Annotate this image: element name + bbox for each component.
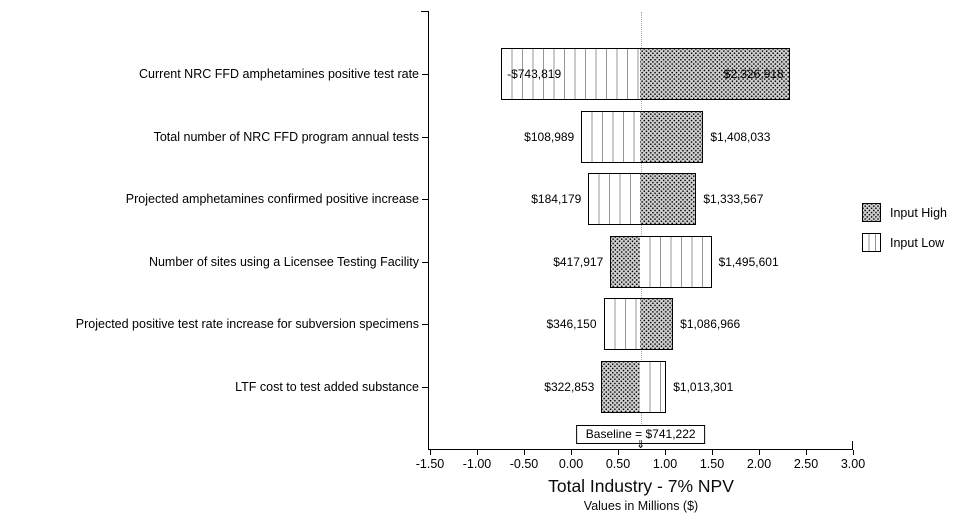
x-axis-tick <box>477 450 478 455</box>
y-axis <box>428 11 429 449</box>
x-axis-tick <box>665 450 666 455</box>
bar-high-value-label: $1,495,601 <box>718 254 779 269</box>
bar-high-segment <box>640 299 673 349</box>
category-label: Total number of NRC FFD program annual t… <box>153 129 419 144</box>
bar-low-value-label: $417,917 <box>553 254 604 269</box>
x-axis-tick <box>853 450 854 455</box>
bar-low-segment <box>604 299 641 349</box>
legend-item-input-low: Input Low <box>862 233 947 252</box>
bar-low-value-label: $346,150 <box>546 317 597 331</box>
legend-item-input-high: Input High <box>862 203 947 222</box>
x-tick-label: 1.00 <box>652 457 678 471</box>
legend-label: Input Low <box>890 235 945 250</box>
bar-low-segment <box>640 361 666 412</box>
tornado-bar <box>601 360 667 413</box>
tornado-bar <box>588 173 697 225</box>
tornado-bar <box>581 110 704 163</box>
x-tick-label: 1.50 <box>699 457 725 471</box>
bar-high-segment <box>640 111 703 162</box>
x-axis-tick <box>806 450 807 455</box>
x-axis <box>428 449 853 450</box>
x-axis-tick <box>618 450 619 455</box>
y-axis-tick <box>422 136 428 138</box>
baseline-arrow-icon: ⇓ <box>636 439 646 451</box>
legend-label: Input High <box>890 205 947 220</box>
baseline-label-box: Baseline = $741,222 <box>575 425 706 444</box>
x-axis-tick <box>759 450 760 455</box>
bar-low-value-label: -$743,819 <box>507 67 562 81</box>
y-axis-end-cap <box>421 11 429 12</box>
bar-high-segment <box>640 49 789 99</box>
x-tick-label: 0.00 <box>558 457 584 471</box>
y-axis-tick <box>422 199 428 200</box>
bar-high-value-label: $1,013,301 <box>673 379 734 394</box>
bar-low-segment <box>589 174 641 224</box>
x-axis-end-cap <box>852 441 853 449</box>
bar-low-segment <box>502 49 641 99</box>
tornado-bar <box>603 298 674 350</box>
category-label: Number of sites using a Licensee Testing… <box>148 254 419 269</box>
x-tick-label: 2.00 <box>746 457 772 471</box>
chart-title: Total Industry - 7% NPV <box>548 476 734 496</box>
x-tick-label: -0.50 <box>509 457 539 471</box>
bar-high-value-label: $1,333,567 <box>703 192 764 206</box>
chart-subtitle: Values in Millions ($) <box>583 499 699 513</box>
y-axis-tick <box>422 324 428 325</box>
bar-high-segment <box>640 174 696 224</box>
bar-high-value-label: $1,086,966 <box>680 317 741 331</box>
y-axis-tick <box>422 74 428 75</box>
bar-high-value-label: $1,408,033 <box>710 129 771 144</box>
bar-high-segment <box>611 236 641 287</box>
category-label: LTF cost to test added substance <box>235 379 419 394</box>
bar-low-segment <box>582 111 641 162</box>
bar-high-segment <box>602 361 641 412</box>
y-axis-tick <box>422 386 428 388</box>
category-label: Projected positive test rate increase fo… <box>75 317 419 331</box>
x-tick-label: 2.50 <box>793 457 819 471</box>
input-low-swatch-icon <box>862 233 881 252</box>
x-axis-tick <box>430 450 431 455</box>
x-tick-label: -1.00 <box>462 457 492 471</box>
bar-high-value-label: $2,326,918 <box>723 67 784 81</box>
bar-low-value-label: $322,853 <box>544 379 595 394</box>
x-tick-label: 0.50 <box>605 457 631 471</box>
tornado-bar <box>501 48 790 100</box>
category-label: Current NRC FFD amphetamines positive te… <box>139 67 419 81</box>
tornado-bar <box>610 235 712 288</box>
legend: Input High Input Low <box>862 203 947 252</box>
x-axis-tick <box>712 450 713 455</box>
input-high-swatch-icon <box>862 203 881 222</box>
x-tick-label: 3.00 <box>840 457 866 471</box>
x-tick-label: -1.50 <box>415 457 445 471</box>
y-axis-tick <box>422 261 428 263</box>
bar-low-segment <box>640 236 711 287</box>
bar-low-value-label: $108,989 <box>524 129 575 144</box>
x-axis-tick <box>571 450 572 455</box>
category-label: Projected amphetamines confirmed positiv… <box>125 192 419 206</box>
bar-low-value-label: $184,179 <box>531 192 582 206</box>
x-axis-tick <box>524 450 525 455</box>
